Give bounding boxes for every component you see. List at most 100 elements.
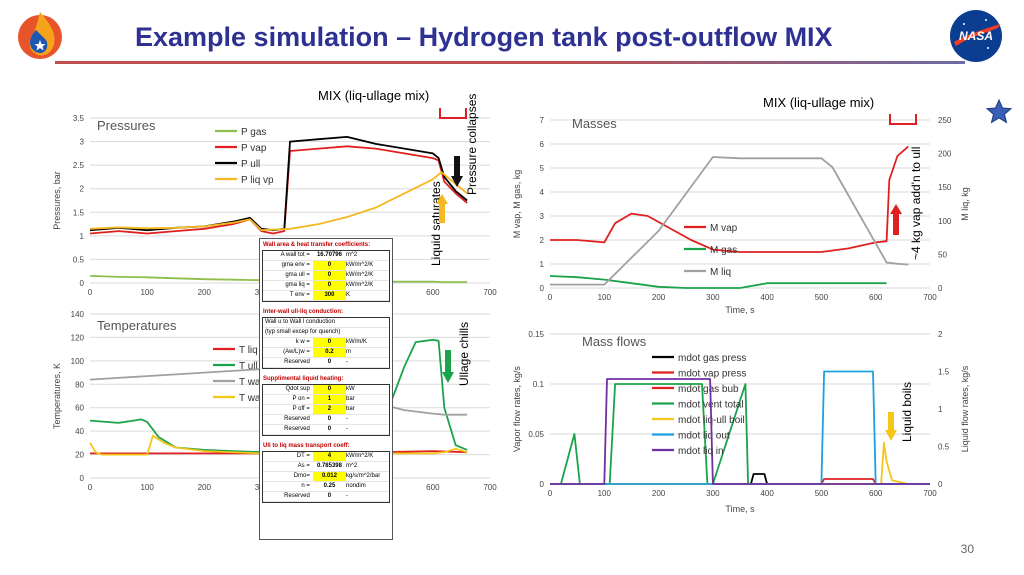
mix-bracket-left [439, 108, 467, 119]
y-tick-label: 2 [540, 236, 545, 245]
y-tick-label: 0 [80, 279, 85, 288]
y-tick-label: 2.5 [73, 161, 85, 170]
x-tick-label: 100 [140, 483, 154, 492]
legend-label: P vap [241, 143, 267, 154]
y2-tick-label: 0 [938, 284, 943, 293]
param-value: 16.70796 [316, 252, 342, 258]
y2-tick-label: 50 [938, 250, 947, 259]
param-name: gma ull = [285, 272, 310, 278]
y-tick-label: 1 [540, 260, 545, 269]
vap-addition-label: ~4 kg vap add'n to ull [909, 132, 926, 260]
legend-label: M gas [710, 245, 737, 256]
param-unit: m^2 [346, 252, 358, 258]
param-value: 1 [312, 395, 347, 404]
table-row: n = 0.25 nondim [263, 482, 389, 492]
series-line-t-wall-l [89, 434, 468, 456]
y-tick-label: 1 [80, 232, 85, 241]
y-tick-label: 60 [75, 404, 84, 413]
legend-label: P gas [241, 127, 266, 138]
x-tick-label: 500 [815, 489, 829, 498]
mass-flows-chart: 00.050.10.150 100 200 300 400 500 600 70000.511… [512, 330, 970, 514]
y-tick-label: 0.1 [533, 380, 545, 389]
x-tick-label: 200 [198, 288, 212, 297]
page-number: 30 [960, 542, 974, 556]
param-value: 0.2 [312, 348, 347, 357]
param-unit: kW [346, 386, 355, 392]
table-row: T env = 300 K [263, 291, 389, 301]
table-section-box: A wall tot = 16.70796 m^2 gma env = 0 kW/m^2/… [262, 250, 390, 302]
y-tick-label: 5 [540, 164, 545, 173]
table-row: Qdot sup 0 kW [263, 385, 389, 395]
ullage-chills-label: Ullage chills [457, 312, 474, 386]
flame-drop-logo-icon [10, 4, 70, 64]
chart-title: Pressures [97, 118, 156, 133]
x-tick-label: 200 [652, 489, 666, 498]
table-row: As = 0.785398 m^2 [263, 462, 389, 472]
param-unit: - [346, 426, 349, 432]
y-tick-label: 40 [75, 427, 84, 436]
param-value: 300 [312, 291, 347, 300]
pressure-collapses-text: Pressure collapses [465, 93, 479, 195]
y-tick-label: 20 [75, 451, 84, 460]
y2-tick-label: 1.5 [938, 368, 950, 377]
table-row: (Aw/L)w = 0.2 m [263, 348, 389, 358]
table-row: P off = 2 bar [263, 405, 389, 415]
y2-axis-label: Liquid flow rates, kg/s [960, 365, 970, 452]
param-name: n = [301, 483, 310, 489]
param-value: 0 [327, 493, 332, 499]
table-row: A wall tot = 16.70796 m^2 [263, 251, 389, 261]
liquid-boils-text: Liquid boils [900, 381, 914, 442]
table-section-title: Wall area & heat transfer coefficients: [263, 242, 371, 248]
legend-label: T ull [239, 361, 258, 372]
y-tick-label: 6 [540, 140, 545, 149]
param-value: 0.25 [323, 483, 336, 489]
param-value: 0 [312, 338, 347, 347]
table-row: gma env = 0 kW/m^2/K [263, 261, 389, 271]
param-name: DT = [296, 453, 310, 459]
param-unit: kW/m^2/K [346, 262, 374, 268]
y-tick-label: 0 [540, 480, 545, 489]
y2-tick-label: 0 [938, 480, 943, 489]
param-name: Dmo= [293, 473, 310, 479]
y2-tick-label: 150 [938, 183, 952, 192]
y-axis-label: Vapor flow rates, kg/s [512, 366, 522, 452]
y-tick-label: 140 [71, 310, 85, 319]
table-row: gma liq = 0 kW/m^2/K [263, 281, 389, 291]
y-tick-label: 0 [540, 284, 545, 293]
chart-title: Mass flows [582, 334, 647, 349]
param-value: 4 [312, 452, 347, 461]
legend-label: T wall l [239, 393, 270, 404]
y-tick-label: 3.5 [73, 114, 85, 123]
x-tick-label: 100 [598, 293, 612, 302]
title-underline [55, 61, 965, 64]
vap-addition-text: ~4 kg vap add'n to ull [909, 146, 923, 260]
up-arrow-yellow-icon [436, 194, 448, 223]
y2-tick-label: 2 [938, 330, 943, 339]
parameter-table-panel: Wall area & heat transfer coefficients: A… [259, 238, 393, 540]
x-tick-label: 400 [760, 489, 774, 498]
param-unit: kW/m^2/K [346, 453, 374, 459]
series-line-mdot-vent-total [550, 383, 930, 485]
series-line-m-vap [550, 145, 909, 253]
param-unit: kW/m/K [346, 339, 368, 345]
y-tick-label: 80 [75, 380, 84, 389]
x-tick-label: 100 [140, 288, 154, 297]
param-unit: - [346, 493, 349, 499]
param-value: 0 [312, 385, 347, 394]
series-line-mdot-liq-in [550, 378, 930, 485]
x-tick-label: 600 [426, 483, 440, 492]
x-tick-label: 300 [706, 293, 720, 302]
legend-label: mdot liq out [678, 431, 730, 442]
y-tick-label: 120 [71, 333, 85, 342]
table-row: Reserved 0 - [263, 358, 389, 368]
chart-title: Masses [572, 116, 617, 131]
param-value: 0 [312, 261, 347, 270]
series-line-p-liq-vp [89, 171, 468, 232]
nasa-meatball-logo-icon: NASA [948, 8, 1004, 64]
table-row: (typ small excep for quench) [263, 328, 389, 338]
table-section-title: Supplimental liquid heating: [263, 376, 344, 382]
x-tick-label: 300 [706, 489, 720, 498]
legend-label: mdot liq in [678, 446, 724, 457]
x-tick-label: 700 [923, 293, 937, 302]
